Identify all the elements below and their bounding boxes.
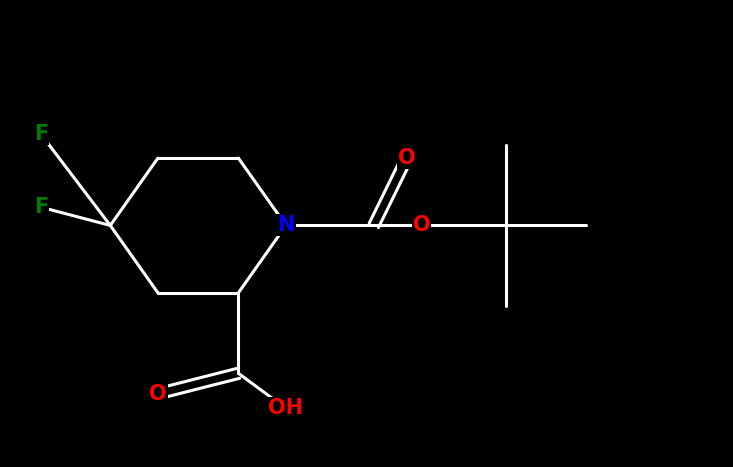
Text: O: O xyxy=(413,215,430,235)
Text: OH: OH xyxy=(268,398,303,418)
Text: F: F xyxy=(34,124,48,144)
Text: N: N xyxy=(277,215,295,235)
Text: O: O xyxy=(149,384,166,404)
Text: O: O xyxy=(398,148,416,168)
Text: F: F xyxy=(34,197,48,217)
